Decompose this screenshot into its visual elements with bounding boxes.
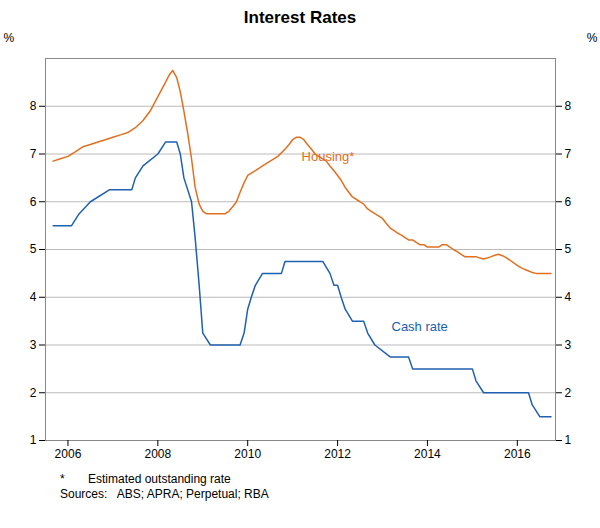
svg-text:4: 4 [30, 290, 37, 304]
svg-text:7: 7 [565, 147, 572, 161]
svg-text:%: % [587, 31, 598, 45]
svg-text:2008: 2008 [144, 447, 171, 461]
svg-text:5: 5 [565, 242, 572, 256]
svg-text:2014: 2014 [414, 447, 441, 461]
html-text:* Estimated outstanding rate: * Estimated outstanding rate [60, 472, 231, 486]
svg-text:8: 8 [30, 99, 37, 113]
svg-text:2012: 2012 [324, 447, 351, 461]
svg-text:3: 3 [30, 338, 37, 352]
svg-text:8: 8 [565, 99, 572, 113]
svg-text:6: 6 [30, 195, 37, 209]
svg-text:1: 1 [565, 433, 572, 447]
svg-text:2006: 2006 [55, 447, 82, 461]
svg-text:Cash rate: Cash rate [391, 319, 447, 334]
svg-text:7: 7 [30, 147, 37, 161]
svg-text:1: 1 [30, 433, 37, 447]
svg-text:5: 5 [30, 242, 37, 256]
svg-text:6: 6 [565, 195, 572, 209]
svg-text:3: 3 [565, 338, 572, 352]
svg-text:2016: 2016 [504, 447, 531, 461]
svg-text:2: 2 [30, 386, 37, 400]
svg-text:%: % [4, 31, 15, 45]
svg-text:2: 2 [565, 386, 572, 400]
html-text:Interest Rates: Interest Rates [243, 8, 357, 27]
svg-text:2010: 2010 [234, 447, 261, 461]
svg-text:4: 4 [565, 290, 572, 304]
svg-text:Housing*: Housing* [302, 149, 355, 164]
html-text:Sources: ABS; APRA; Perpetual;: Sources: ABS; APRA; Perpetual; RBA [60, 487, 269, 501]
